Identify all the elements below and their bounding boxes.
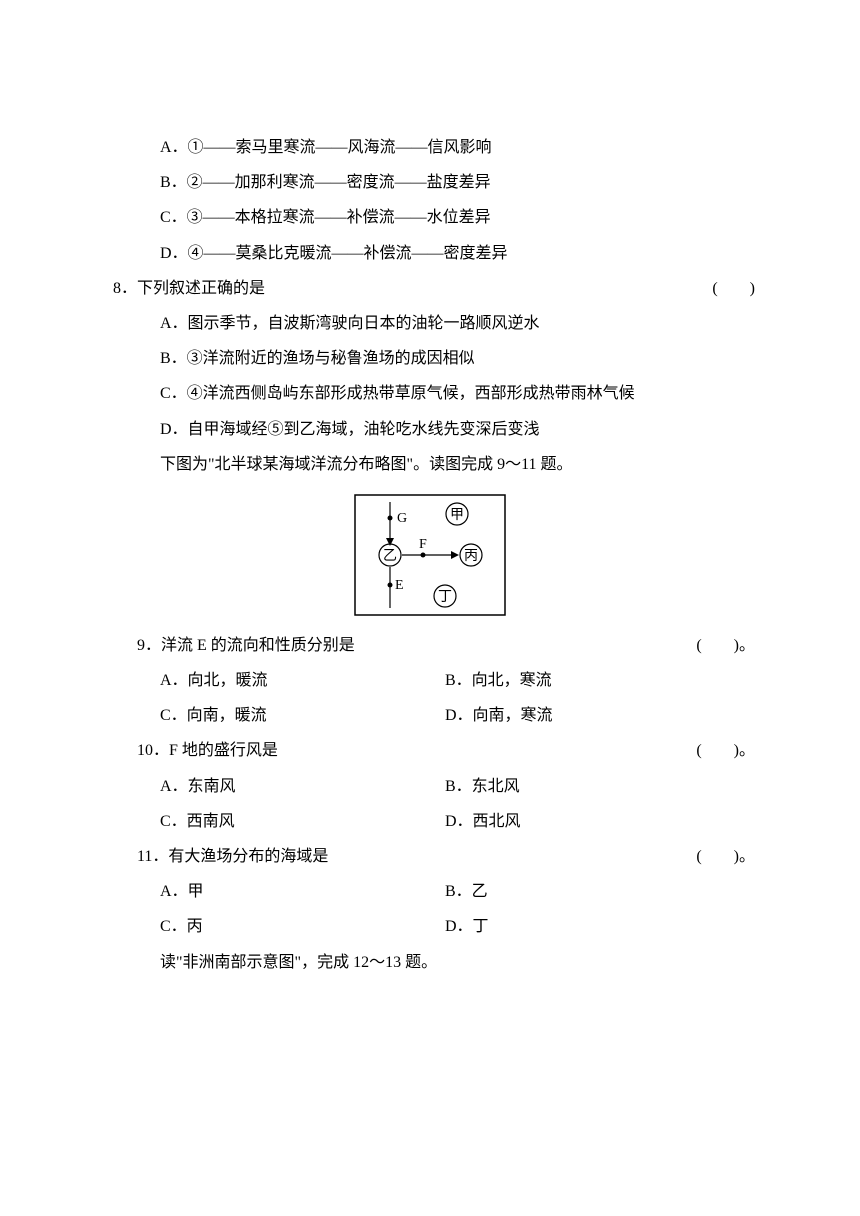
option-c: C．③——本格拉寒流——补偿流——水位差异: [160, 200, 775, 235]
ocean-current-diagram: G 甲 乙 F 丙 E 丁: [85, 490, 775, 620]
option-a: A．①——索马里寒流——风海流——信风影响: [160, 130, 775, 165]
q10-option-b: B．东北风: [445, 769, 775, 804]
svg-text:丁: 丁: [438, 590, 452, 605]
q11-option-c: C．丙: [160, 909, 445, 944]
q11-option-a: A．甲: [160, 874, 445, 909]
q8-option-c: C．④洋流西侧岛屿东部形成热带草原气候，西部形成热带雨林气候: [160, 376, 775, 411]
q9-option-c: C．向南，暖流: [160, 698, 445, 733]
q8-option-b: B．③洋流附近的渔场与秘鲁渔场的成因相似: [160, 341, 775, 376]
svg-text:E: E: [395, 578, 404, 593]
q10-text: 10．F 地的盛行风是: [137, 733, 696, 768]
q10-blank: ( )。: [696, 733, 775, 768]
q10-option-a: A．东南风: [160, 769, 445, 804]
question-10-stem: 10．F 地的盛行风是 ( )。: [85, 733, 775, 768]
q11-text: 11．有大渔场分布的海域是: [137, 839, 696, 874]
q11-blank: ( )。: [696, 839, 775, 874]
q8-blank: ( ): [712, 271, 775, 306]
q8-text: 8．下列叙述正确的是: [113, 271, 712, 306]
q8-option-a: A．图示季节，自波斯湾驶向日本的油轮一路顺风逆水: [160, 306, 775, 341]
question-11-stem: 11．有大渔场分布的海域是 ( )。: [85, 839, 775, 874]
q11-option-b: B．乙: [445, 874, 775, 909]
option-d: D．④——莫桑比克暖流——补偿流——密度差异: [160, 236, 775, 271]
svg-text:G: G: [397, 511, 407, 526]
intro-9-11: 下图为"北半球某海域洋流分布略图"。读图完成 9～11 题。: [85, 447, 775, 482]
option-b: B．②——加那利寒流——密度流——盐度差异: [160, 165, 775, 200]
svg-text:甲: 甲: [450, 508, 464, 523]
q9-text: 9．洋流 E 的流向和性质分别是: [137, 628, 696, 663]
q9-blank: ( )。: [696, 628, 775, 663]
svg-text:乙: 乙: [383, 548, 397, 564]
question-9-stem: 9．洋流 E 的流向和性质分别是 ( )。: [85, 628, 775, 663]
question-8-stem: 8．下列叙述正确的是 ( ): [85, 271, 775, 306]
intro-12-13: 读"非洲南部示意图"，完成 12～13 题。: [85, 945, 775, 980]
q11-option-d: D．丁: [445, 909, 775, 944]
q9-option-d: D．向南，寒流: [445, 698, 775, 733]
svg-text:丙: 丙: [464, 549, 478, 564]
q10-option-d: D．西北风: [445, 804, 775, 839]
q8-option-d: D．自甲海域经⑤到乙海域，油轮吃水线先变深后变浅: [160, 412, 775, 447]
q9-option-b: B．向北，寒流: [445, 663, 775, 698]
svg-text:F: F: [419, 537, 427, 552]
q10-option-c: C．西南风: [160, 804, 445, 839]
q9-option-a: A．向北，暖流: [160, 663, 445, 698]
